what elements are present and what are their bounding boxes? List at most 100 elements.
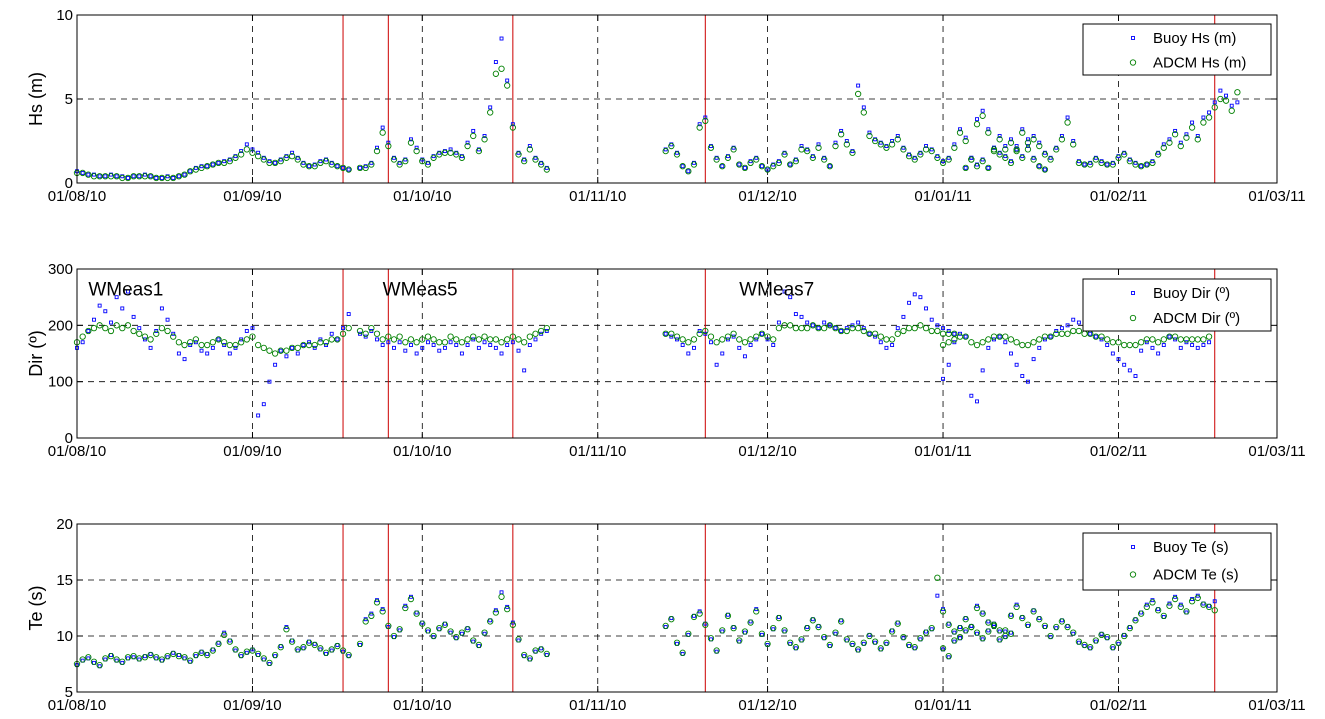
- data-point: [747, 619, 754, 626]
- data-point: [731, 334, 736, 339]
- data-point: [430, 632, 437, 640]
- data-point: [1030, 136, 1037, 143]
- data-point: [425, 340, 430, 345]
- data-point: [792, 158, 800, 165]
- data-point: [929, 317, 934, 322]
- data-point: [935, 323, 940, 328]
- data-point: [317, 159, 324, 166]
- x-tick-label: 01/02/11: [1090, 443, 1147, 460]
- data-point: [990, 147, 998, 155]
- data-point: [153, 330, 160, 337]
- data-point: [454, 343, 459, 347]
- data-point: [1212, 100, 1217, 105]
- data-point: [673, 151, 681, 158]
- data-point: [233, 154, 238, 159]
- data-point: [335, 164, 340, 169]
- data-point: [827, 164, 832, 169]
- data-point: [447, 333, 454, 340]
- data-point: [216, 337, 221, 342]
- y-axis-label: Te (s): [26, 586, 46, 631]
- data-point: [748, 159, 753, 164]
- data-point: [409, 137, 413, 142]
- data-point: [448, 147, 453, 152]
- data-point: [866, 632, 873, 640]
- data-point: [1190, 343, 1195, 347]
- data-point: [227, 157, 232, 162]
- data-point: [1194, 136, 1201, 143]
- data-point: [877, 141, 884, 148]
- data-point: [754, 337, 759, 342]
- data-point: [939, 645, 947, 652]
- data-point: [516, 150, 521, 155]
- data-point: [260, 655, 267, 662]
- data-point: [311, 163, 318, 170]
- data-point: [192, 651, 200, 659]
- data-point: [290, 345, 295, 350]
- series-adcm: [73, 322, 1213, 357]
- data-point: [929, 147, 934, 152]
- data-point: [861, 105, 866, 110]
- data-point: [850, 323, 855, 328]
- data-point: [673, 639, 681, 646]
- data-point: [198, 164, 205, 172]
- data-point: [918, 150, 923, 155]
- data-point: [465, 343, 470, 347]
- data-point: [233, 345, 238, 350]
- data-point: [358, 165, 362, 170]
- data-point: [119, 324, 126, 332]
- data-point: [871, 137, 879, 145]
- data-point: [1178, 345, 1183, 350]
- data-point: [956, 633, 964, 641]
- data-point: [271, 159, 279, 166]
- data-point: [822, 155, 827, 160]
- data-point: [1195, 345, 1200, 350]
- data-point: [335, 337, 340, 342]
- data-point: [1024, 621, 1032, 628]
- data-point: [527, 144, 532, 148]
- data-point: [775, 324, 783, 332]
- data-point: [973, 604, 981, 612]
- data-point: [475, 641, 483, 649]
- data-point: [187, 657, 194, 664]
- data-point: [317, 645, 324, 652]
- data-point: [103, 174, 108, 179]
- data-point: [324, 343, 329, 347]
- data-point: [759, 331, 764, 336]
- data-point: [690, 613, 698, 621]
- data-point: [221, 631, 228, 639]
- data-point: [788, 295, 793, 300]
- data-point: [720, 351, 725, 356]
- data-point: [713, 647, 720, 654]
- data-point: [736, 161, 743, 168]
- x-tick-label: 01/12/10: [738, 697, 796, 714]
- data-point: [747, 159, 754, 166]
- data-point: [1188, 598, 1196, 605]
- data-point: [380, 125, 385, 130]
- data-point: [504, 336, 511, 343]
- data-point: [934, 327, 941, 335]
- data-point: [482, 340, 487, 345]
- data-point: [1201, 115, 1206, 120]
- data-point: [1087, 161, 1094, 168]
- data-point: [781, 151, 788, 158]
- data-point: [521, 158, 528, 165]
- data-point: [243, 648, 250, 655]
- data-point: [973, 341, 981, 349]
- data-point: [1149, 159, 1156, 166]
- data-point: [1071, 139, 1076, 143]
- data-point: [1156, 150, 1161, 155]
- data-point: [764, 640, 771, 647]
- data-point: [409, 343, 413, 347]
- data-point: [414, 351, 419, 356]
- data-point: [1154, 607, 1162, 614]
- data-point: [946, 329, 951, 333]
- data-point: [1025, 379, 1030, 384]
- data-point: [1235, 100, 1240, 105]
- data-point: [922, 324, 930, 332]
- data-point: [158, 656, 166, 663]
- data-point: [799, 144, 804, 148]
- legend-marker: [1131, 36, 1135, 40]
- data-point: [1009, 137, 1013, 142]
- data-point: [1178, 140, 1183, 145]
- data-point: [922, 146, 930, 153]
